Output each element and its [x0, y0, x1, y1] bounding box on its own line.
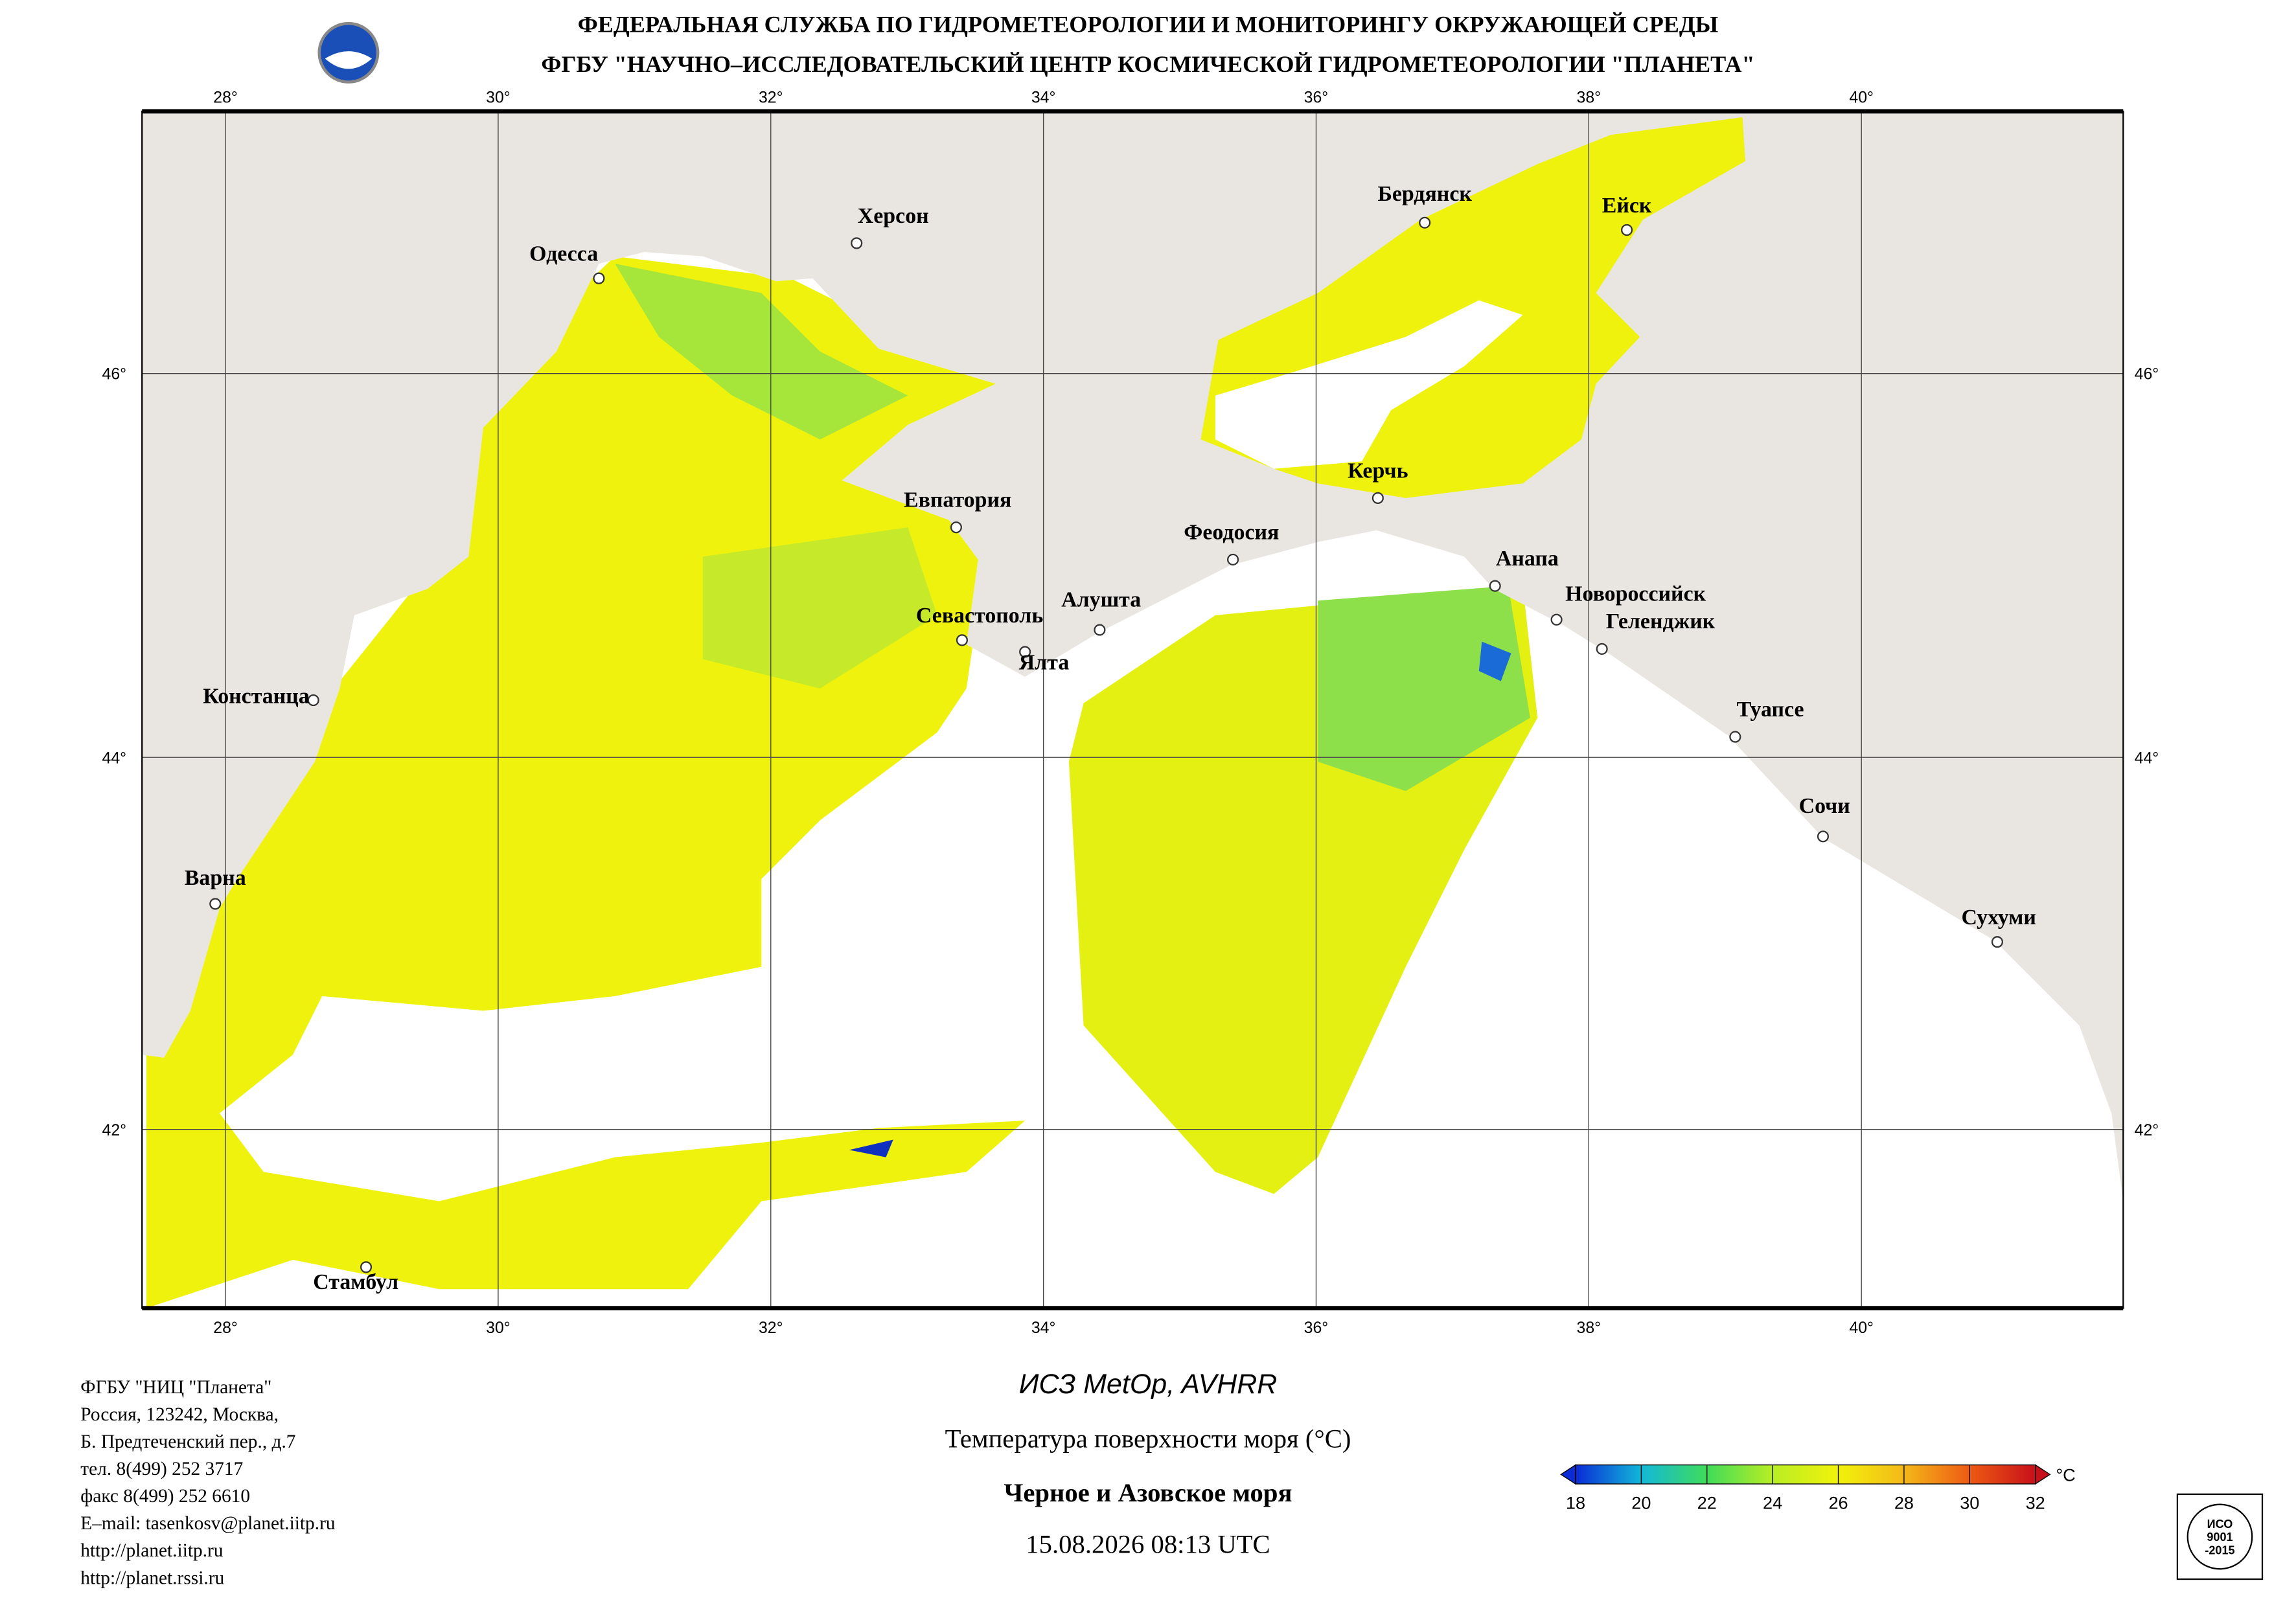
lon-label: 34°: [1031, 88, 1056, 106]
city-label: Анапа: [1496, 547, 1559, 571]
iso-text: 9001: [2207, 1531, 2233, 1544]
lon-label: 40°: [1849, 1319, 1874, 1337]
colorbar-tick-label: 32: [2026, 1492, 2045, 1512]
city-label: Ялта: [1019, 651, 1070, 675]
colorbar-tick-label: 28: [1894, 1492, 1914, 1512]
city-label: Стамбул: [313, 1270, 398, 1294]
city-label: Севастополь: [916, 604, 1043, 628]
city-label: Сухуми: [1961, 906, 2036, 929]
colorbar-tick-label: 26: [1828, 1492, 1848, 1512]
city-dot: [209, 898, 222, 910]
city-label: Сочи: [1799, 794, 1850, 818]
city-label: Керчь: [1348, 459, 1408, 483]
city-dot: [1596, 643, 1608, 655]
city-label: Ейск: [1602, 194, 1652, 218]
city-dot: [1227, 553, 1239, 565]
header-line2: ФГБУ "НАУЧНО–ИССЛЕДОВАТЕЛЬСКИЙ ЦЕНТР КОС…: [541, 51, 1754, 77]
lon-label: 38°: [1577, 88, 1601, 106]
city-label: Одесса: [529, 242, 598, 266]
lon-label: 30°: [486, 1319, 511, 1337]
city-dot: [1729, 731, 1741, 743]
address-line: факс 8(499) 252 6610: [80, 1486, 250, 1507]
city-dot: [950, 521, 962, 534]
lat-label: 42°: [2135, 1121, 2159, 1139]
city-label: Херсон: [858, 204, 929, 228]
address-line: ФГБУ "НИЦ "Планета": [80, 1377, 271, 1398]
lat-label: 44°: [2135, 749, 2159, 767]
colorbar-arrow-high: [2035, 1464, 2051, 1485]
city-dot: [307, 694, 319, 707]
address-line: Б. Предтеченский пер., д.7: [80, 1431, 295, 1452]
sst-field: [146, 117, 1746, 1308]
lon-label: 38°: [1577, 1319, 1601, 1337]
address-line: E–mail: tasenkosv@planet.iitp.ru: [80, 1513, 336, 1534]
city-dot: [956, 634, 968, 646]
lon-label: 34°: [1031, 1319, 1056, 1337]
colorbar-tick-label: 22: [1697, 1492, 1717, 1512]
city-dot: [593, 272, 605, 284]
colorbar-arrow-low: [1560, 1464, 1576, 1485]
city-dot: [1094, 624, 1106, 636]
city-label: Констанца: [203, 685, 309, 709]
city-dot: [1372, 492, 1384, 504]
satellite: ИСЗ MetOp, AVHRR: [1019, 1369, 1277, 1400]
iso-text: -2015: [2205, 1544, 2234, 1557]
logo: [317, 21, 380, 84]
city-label: Геленджик: [1606, 610, 1716, 633]
lon-label: 28°: [213, 1319, 238, 1337]
city-dot: [1419, 216, 1431, 229]
colorbar-tick-label: 24: [1763, 1492, 1782, 1512]
lat-label: 46°: [2135, 365, 2159, 383]
city-label: Евпатория: [904, 488, 1011, 512]
address-line: http://planet.rssi.ru: [80, 1567, 224, 1588]
city-dot: [1489, 580, 1501, 592]
lon-label: 40°: [1849, 88, 1874, 106]
lat-label: 42°: [102, 1121, 127, 1139]
address-line: http://planet.iitp.ru: [80, 1540, 224, 1561]
lat-label: 46°: [102, 365, 127, 383]
address-line: Россия, 123242, Москва,: [80, 1404, 279, 1425]
header-line1: ФЕДЕРАЛЬНАЯ СЛУЖБА ПО ГИДРОМЕТЕОРОЛОГИИ …: [578, 12, 1718, 38]
lon-label: 30°: [486, 88, 511, 106]
colorbar-unit: °C: [2056, 1465, 2075, 1485]
city-label: Феодосия: [1184, 520, 1279, 544]
iso-badge: [2176, 1493, 2264, 1580]
city-dot: [1550, 613, 1563, 626]
address-line: тел. 8(499) 252 3717: [80, 1459, 243, 1479]
lon-label: 32°: [759, 1319, 783, 1337]
lon-label: 28°: [213, 88, 238, 106]
colorbar-tick-label: 20: [1631, 1492, 1651, 1512]
city-dot: [1019, 646, 1031, 658]
colorbar: [1575, 1464, 2036, 1485]
city-label: Бердянск: [1377, 182, 1472, 206]
city-dot: [1817, 830, 1829, 843]
city-label: Варна: [185, 866, 246, 890]
datetime: 15.08.2026 08:13 UTC: [1026, 1529, 1270, 1558]
city-dot: [1991, 936, 2003, 948]
graticule: [142, 111, 2124, 1308]
city-dot: [360, 1261, 373, 1273]
city-label: Туапсе: [1737, 698, 1804, 722]
lon-label: 32°: [759, 88, 783, 106]
city-label: Алушта: [1061, 587, 1141, 611]
product: Температура поверхности моря (°C): [945, 1424, 1351, 1453]
city-label: Новороссийск: [1565, 582, 1706, 606]
city-dot: [1621, 224, 1633, 236]
lon-label: 36°: [1304, 1319, 1329, 1337]
city-dot: [851, 237, 863, 249]
lat-label: 44°: [102, 749, 127, 767]
iso-text: ИСО: [2207, 1518, 2233, 1531]
lon-label: 36°: [1304, 88, 1329, 106]
region: Черное и Азовское моря: [1004, 1478, 1292, 1507]
colorbar-tick-label: 30: [1960, 1492, 1979, 1512]
colorbar-tick-label: 18: [1566, 1492, 1585, 1512]
